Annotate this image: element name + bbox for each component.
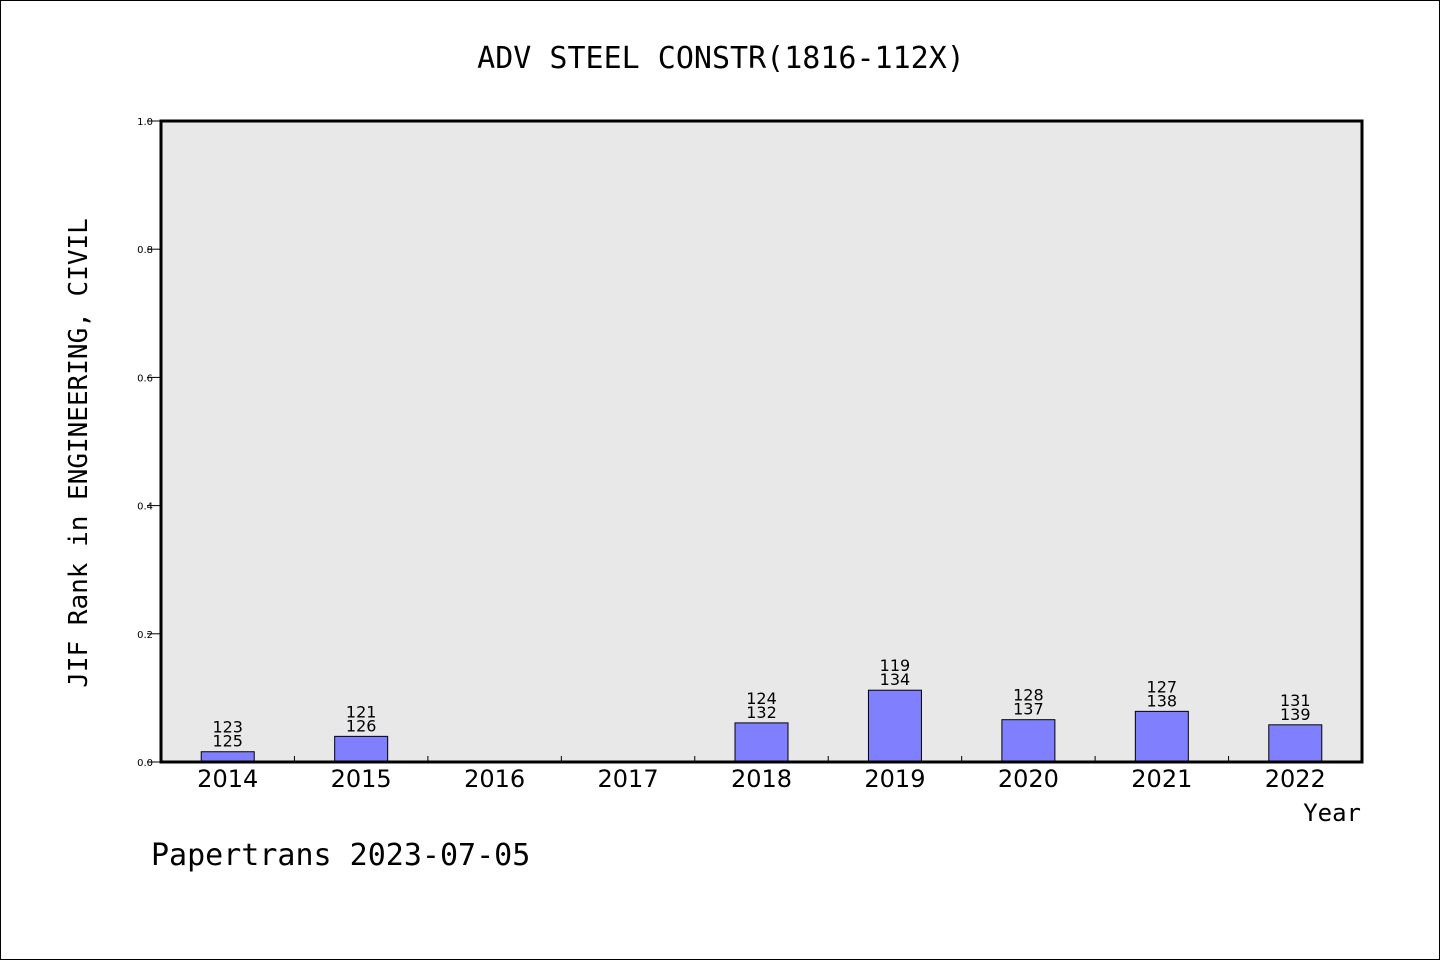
- bar-rank-label: 127: [1147, 677, 1178, 696]
- y-tick-label: 0.8: [137, 245, 153, 256]
- x-tick-label: 2022: [1265, 765, 1326, 793]
- bar: [1268, 724, 1323, 763]
- y-tick-label: 0.0: [137, 758, 153, 769]
- bar: [334, 735, 389, 763]
- x-tick-label: 2021: [1131, 765, 1192, 793]
- x-tick-label: 2018: [731, 765, 792, 793]
- ticks-layer: [147, 120, 1230, 763]
- bar-total-label: 137: [1013, 700, 1044, 719]
- bars-layer: [200, 689, 1323, 763]
- bar-total-label: 132: [746, 703, 777, 722]
- y-tick-label: 0.4: [137, 502, 153, 513]
- bar: [1001, 719, 1056, 763]
- bar-rank-label: 121: [346, 702, 377, 721]
- bar-rank-label: 124: [746, 689, 777, 708]
- bar-total-label: 126: [346, 716, 377, 735]
- bar-rank-label: 123: [212, 718, 243, 737]
- x-tick-label: 2015: [331, 765, 392, 793]
- chart-title: ADV STEEL CONSTR(1816-112X): [477, 41, 965, 76]
- footer-text: Papertrans 2023-07-05: [151, 838, 530, 873]
- bar-total-label: 134: [880, 670, 911, 689]
- bar-total-label: 139: [1280, 705, 1311, 724]
- bar-rank-label: 131: [1280, 691, 1311, 710]
- x-tick-label: 2019: [864, 765, 925, 793]
- bar: [1134, 710, 1189, 763]
- plot-area: [161, 121, 1362, 762]
- plot-border: [159, 119, 1364, 764]
- x-tick-label: 2014: [197, 765, 258, 793]
- x-tick-label: 2016: [464, 765, 525, 793]
- x-tick-label: 2020: [998, 765, 1059, 793]
- bar: [200, 751, 255, 763]
- x-tick-label: 2017: [598, 765, 659, 793]
- y-axis-label: JIF Rank in ENGINEERING, CIVIL: [64, 218, 94, 688]
- bar-rank-label: 119: [880, 656, 911, 675]
- x-axis-label: Year: [1303, 799, 1361, 827]
- bar-rank-label: 128: [1013, 686, 1044, 705]
- bar: [867, 689, 922, 763]
- bar-total-label: 138: [1147, 691, 1178, 710]
- bar-total-label: 125: [212, 732, 243, 751]
- y-tick-label: 0.6: [137, 373, 153, 384]
- bar: [734, 722, 789, 763]
- y-tick-label: 1.0: [137, 117, 153, 128]
- y-tick-label: 0.2: [137, 630, 153, 641]
